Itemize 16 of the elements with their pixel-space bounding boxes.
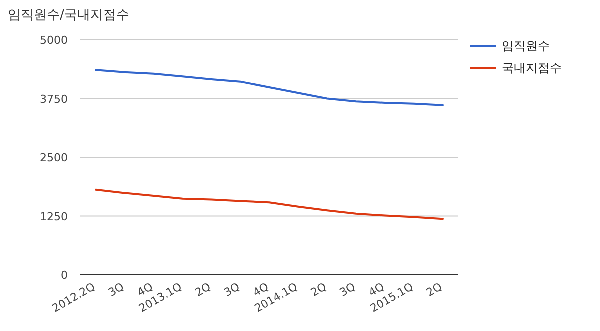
chart-title: 임직원수/국내지점수 [8,8,130,23]
legend-label: 임직원수 [502,39,550,53]
legend-label: 국내지점수 [502,61,562,75]
x-tick-label: 3Q [106,280,127,300]
y-tick-label: 0 [61,269,68,282]
x-tick-label: 2Q [424,280,445,300]
x-tick-label: 3Q [222,280,242,300]
line-series [95,188,444,220]
line-series [95,69,444,106]
y-tick-label: 3750 [40,92,68,106]
y-tick-label: 2500 [40,152,68,164]
x-tick-label: 3Q [338,280,358,300]
x-tick-label: 2Q [308,280,330,300]
y-tick-label: 1250 [40,210,68,224]
x-tick-label: 2Q [193,280,214,300]
y-tick-label: 5000 [40,34,68,47]
